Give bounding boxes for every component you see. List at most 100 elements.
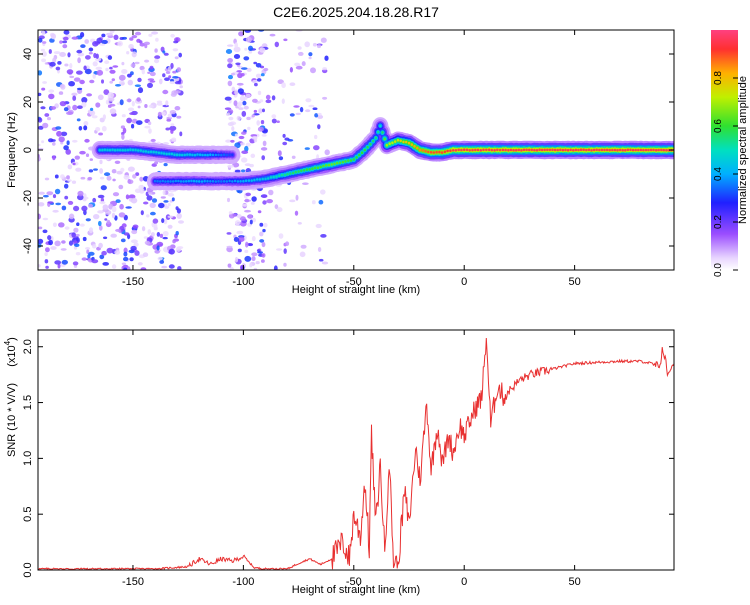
noise-point — [81, 257, 88, 261]
noise-point — [99, 176, 105, 180]
noise-point — [104, 60, 110, 65]
noise-point — [54, 240, 61, 247]
noise-point — [161, 265, 168, 269]
ridge-point — [203, 179, 206, 183]
noise-point — [278, 233, 284, 239]
ridge-point — [160, 151, 163, 155]
noise-point — [225, 49, 233, 54]
noise-point — [57, 61, 62, 65]
noise-point — [64, 63, 69, 67]
noise-point — [162, 104, 169, 108]
ridge-point — [231, 153, 234, 157]
noise-point — [262, 108, 265, 113]
noise-point — [156, 245, 160, 251]
noise-point — [144, 59, 150, 63]
ridge-point — [182, 180, 185, 183]
noise-point — [125, 206, 132, 209]
ridge-point — [325, 164, 328, 167]
noise-point — [175, 247, 182, 252]
noise-point — [160, 196, 166, 199]
ridge-point — [418, 148, 422, 152]
ridge-point — [101, 148, 104, 152]
noise-point — [174, 106, 181, 111]
noise-point — [289, 67, 293, 73]
noise-point — [52, 57, 57, 63]
noise-point — [308, 104, 315, 108]
noise-point — [276, 120, 280, 123]
noise-point — [127, 107, 135, 112]
noise-point — [134, 84, 141, 87]
noise-point — [297, 46, 302, 50]
noise-point — [230, 139, 235, 143]
noise-point — [79, 150, 86, 155]
noise-point — [249, 219, 253, 225]
noise-point — [252, 79, 259, 83]
noise-point — [119, 203, 124, 210]
noise-point — [50, 106, 56, 110]
ridge-point — [166, 180, 170, 183]
ridge-point — [119, 148, 122, 152]
noise-point — [83, 65, 87, 71]
noise-point — [256, 120, 261, 126]
x-tick-label: 50 — [569, 276, 581, 288]
noise-point — [130, 197, 138, 204]
ridge-point — [452, 149, 455, 152]
noise-point — [120, 82, 125, 86]
ridge-point — [621, 148, 624, 152]
noise-point — [157, 111, 162, 117]
noise-point — [111, 169, 117, 174]
noise-point — [257, 251, 263, 254]
noise-point — [88, 227, 94, 234]
ridge-point — [113, 148, 117, 152]
noise-point — [46, 191, 54, 196]
noise-point — [239, 216, 246, 221]
svg-text:(x104): (x104) — [3, 337, 18, 367]
noise-point — [164, 77, 170, 81]
noise-point — [262, 140, 267, 147]
noise-point — [167, 215, 174, 219]
ridge-point — [512, 148, 515, 152]
colorbar-tick-label: 0.8 — [713, 71, 724, 85]
noise-point — [263, 222, 268, 228]
noise-point — [317, 247, 322, 252]
noise-point — [97, 210, 103, 214]
noise-point — [308, 56, 312, 60]
noise-point — [274, 41, 279, 48]
y-tick-label: 0.5 — [22, 507, 34, 522]
noise-point — [176, 115, 182, 119]
noise-point — [295, 65, 303, 70]
noise-point — [269, 33, 276, 37]
noise-point — [112, 65, 119, 68]
noise-point — [150, 232, 155, 237]
ridge-point — [385, 143, 389, 147]
noise-point — [261, 134, 267, 137]
noise-point — [76, 222, 80, 226]
ridge-point — [191, 153, 194, 157]
noise-point — [61, 205, 67, 211]
noise-point — [159, 233, 164, 238]
noise-point — [99, 43, 106, 46]
ridge-point — [644, 148, 648, 152]
y-tick-label: -40 — [22, 238, 34, 254]
noise-point — [322, 67, 327, 71]
noise-point — [131, 35, 138, 39]
noise-point — [274, 204, 279, 210]
noise-point — [147, 121, 152, 126]
noise-point — [68, 81, 75, 87]
noise-point — [66, 69, 74, 75]
noise-point — [238, 31, 245, 37]
y-tick-label: 0 — [22, 147, 34, 153]
noise-point — [179, 85, 183, 89]
ridge-point — [201, 153, 204, 157]
noise-point — [278, 156, 284, 161]
ridge-point — [175, 153, 179, 156]
noise-point — [106, 175, 112, 181]
noise-point — [299, 251, 306, 258]
ridge-point — [193, 153, 197, 157]
noise-point — [98, 242, 103, 249]
noise-point — [42, 41, 47, 44]
ridge-point — [250, 179, 253, 182]
noise-point — [79, 79, 85, 85]
ridge-point — [316, 166, 320, 169]
ridge-point — [487, 148, 491, 152]
